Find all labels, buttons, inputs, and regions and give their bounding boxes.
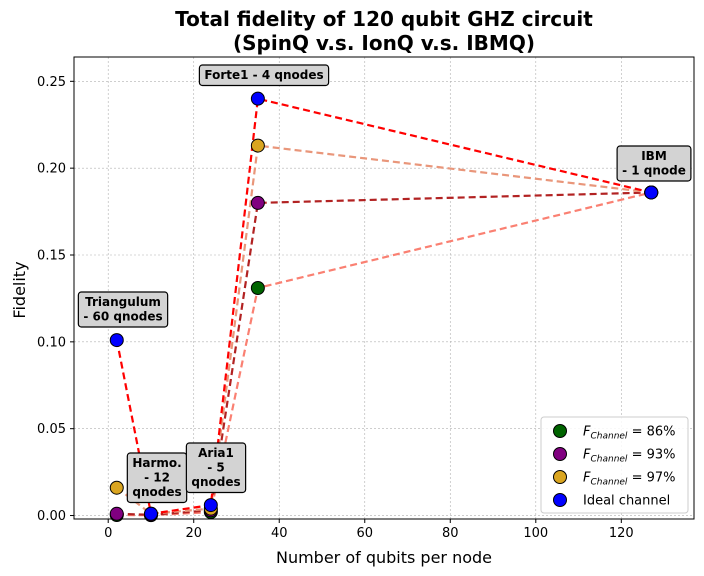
annotation-text: - 5 xyxy=(207,461,225,475)
annotation-box xyxy=(616,145,692,182)
y-tick-label: 0.20 xyxy=(37,162,66,177)
data-point-series-0 xyxy=(250,281,265,295)
y-tick-label: 0.05 xyxy=(37,422,66,437)
legend-marker-2 xyxy=(553,470,567,484)
annotation-text: - 60 qnodes xyxy=(83,310,162,324)
annotation-3: Forte1 - 4 qnodes xyxy=(198,64,330,87)
data-point-series-1 xyxy=(250,195,265,210)
x-tick-label: 60 xyxy=(356,526,373,541)
annotation-text: Forte1 - 4 qnodes xyxy=(204,68,323,82)
data-point-series-2 xyxy=(109,480,124,495)
y-tick-label: 0.15 xyxy=(37,249,66,264)
x-tick-label: 20 xyxy=(185,526,202,541)
x-tick-label: 80 xyxy=(442,526,459,541)
annotation-box xyxy=(185,442,247,494)
x-tick-label: 120 xyxy=(609,526,634,541)
annotation-text: - 12 xyxy=(144,471,170,485)
data-point-series-3 xyxy=(203,498,218,513)
data-point-series-3 xyxy=(644,185,659,200)
legend-entry-0: FChannel = 86% xyxy=(583,425,676,442)
plot-frame xyxy=(73,56,695,520)
legend-box xyxy=(540,416,689,514)
annotation-text: Triangulum xyxy=(85,295,161,309)
data-point-series-2 xyxy=(250,138,265,153)
x-tick-label: 40 xyxy=(271,526,288,541)
legend-entry-3: Ideal channel xyxy=(583,494,670,509)
annotation-text: Harmo. xyxy=(132,456,181,470)
x-axis-label: Number of qubits per node xyxy=(276,548,492,567)
annotation-text: qnodes xyxy=(132,485,181,499)
legend-marker-3 xyxy=(553,493,567,507)
legend-marker-1 xyxy=(553,447,567,461)
chart-title: Total fidelity of 120 qubit GHZ circuit xyxy=(175,7,593,31)
legend-marker-0 xyxy=(553,424,567,438)
legend-entry-2: FChannel = 97% xyxy=(583,471,676,488)
y-tick-label: 0.10 xyxy=(37,335,66,350)
data-point-series-3 xyxy=(143,506,158,521)
annotation-text: Aria1 xyxy=(198,446,234,460)
data-point-series-3 xyxy=(250,91,265,106)
annotation-text: - 1 qnode xyxy=(622,164,686,178)
chart-subtitle: (SpinQ v.s. IonQ v.s. IBMQ) xyxy=(233,31,535,55)
annotation-text: qnodes xyxy=(191,475,240,489)
y-tick-label: 0.25 xyxy=(37,75,66,90)
x-tick-label: 100 xyxy=(523,526,548,541)
x-tick-label: 0 xyxy=(104,526,112,541)
annotation-4: IBM- 1 qnode xyxy=(616,145,692,182)
annotation-box xyxy=(77,291,169,328)
data-point-series-3 xyxy=(109,333,124,348)
y-axis-label: Fidelity xyxy=(10,261,29,318)
annotation-text: IBM xyxy=(641,149,667,163)
legend-entry-1: FChannel = 93% xyxy=(583,448,676,465)
annotation-box xyxy=(198,64,330,87)
data-point-series-1 xyxy=(109,506,124,521)
annotation-0: Triangulum- 60 qnodes xyxy=(77,291,169,328)
y-tick-label: 0.00 xyxy=(37,509,66,524)
